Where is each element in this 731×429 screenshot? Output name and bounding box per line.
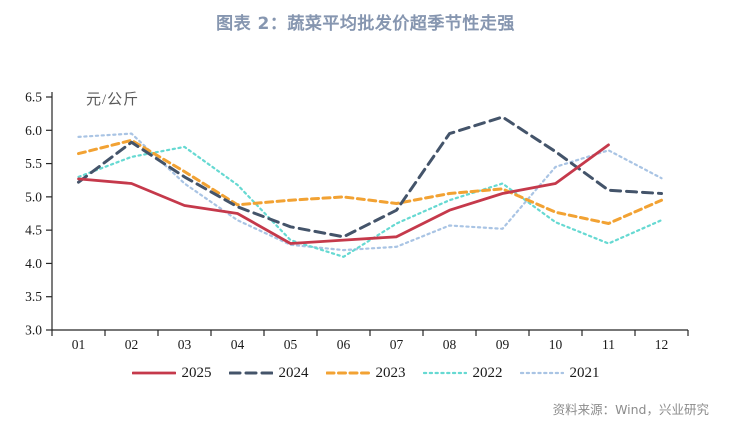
legend-label-2021: 2021 bbox=[569, 364, 600, 381]
y-tick-label: 5.5 bbox=[25, 156, 42, 171]
legend-line-sample-2025 bbox=[131, 371, 176, 375]
series-line-2021 bbox=[77, 132, 663, 252]
legend-label-2024: 2024 bbox=[278, 364, 309, 381]
y-tick-label: 6.0 bbox=[25, 123, 42, 138]
legend-line-sample-2022 bbox=[422, 371, 467, 375]
y-tick-label: 4.0 bbox=[25, 256, 42, 271]
legend-item-2024: 2024 bbox=[228, 364, 309, 382]
y-tick-label: 3.5 bbox=[25, 289, 42, 304]
x-tick-label: 05 bbox=[284, 337, 298, 352]
x-tick-label: 12 bbox=[655, 337, 669, 352]
legend-label-2022: 2022 bbox=[472, 364, 503, 381]
series-line-2024 bbox=[77, 115, 663, 239]
legend-label-2023: 2023 bbox=[375, 364, 406, 381]
series-line-2023 bbox=[77, 138, 663, 225]
x-tick-label: 03 bbox=[178, 337, 192, 352]
x-tick-label: 09 bbox=[496, 337, 510, 352]
legend-item-2021: 2021 bbox=[519, 364, 600, 382]
x-tick-label: 07 bbox=[390, 337, 404, 352]
x-tick-label: 10 bbox=[549, 337, 563, 352]
line-chart: 3.0 3.5 4.0 4.5 5.0 5.5 6.0 6.5 01 02 03 04 05 06 07 08… bbox=[25, 90, 689, 352]
y-tick-label: 6.5 bbox=[25, 90, 42, 105]
chart-legend: 2025 2024 2023 2022 2021 bbox=[0, 361, 731, 385]
series-line-2025 bbox=[77, 143, 610, 245]
x-tick-label: 01 bbox=[72, 337, 86, 352]
x-tick-label: 02 bbox=[125, 337, 139, 352]
legend-line-sample-2021 bbox=[519, 371, 564, 375]
x-tick-label: 11 bbox=[602, 337, 615, 352]
x-tick-label: 08 bbox=[443, 337, 457, 352]
y-axis-unit-label: 元/公斤 bbox=[86, 91, 139, 108]
y-tick-label: 3.0 bbox=[25, 323, 42, 338]
y-tick-label: 4.5 bbox=[25, 223, 42, 238]
axes bbox=[51, 92, 688, 331]
legend-line-sample-2024 bbox=[228, 371, 273, 375]
x-tick-label: 04 bbox=[231, 337, 245, 352]
legend-item-2023: 2023 bbox=[325, 364, 406, 382]
legend-line-sample-2023 bbox=[325, 371, 370, 375]
source-note: 资料来源：Wind，兴业研究 bbox=[552, 402, 709, 417]
series-line-2022 bbox=[77, 145, 663, 258]
x-axis: 01 02 03 04 05 06 07 08 09 10 11 12 bbox=[51, 330, 689, 352]
y-axis: 3.0 3.5 4.0 4.5 5.0 5.5 6.0 6.5 bbox=[25, 90, 52, 338]
legend-item-2025: 2025 bbox=[131, 364, 212, 382]
x-tick-label: 06 bbox=[337, 337, 351, 352]
legend-label-2025: 2025 bbox=[181, 364, 212, 381]
legend-item-2022: 2022 bbox=[422, 364, 503, 382]
y-tick-label: 5.0 bbox=[25, 189, 42, 204]
chart-title: 图表 2：蔬菜平均批发价超季节性走强 bbox=[216, 14, 515, 34]
